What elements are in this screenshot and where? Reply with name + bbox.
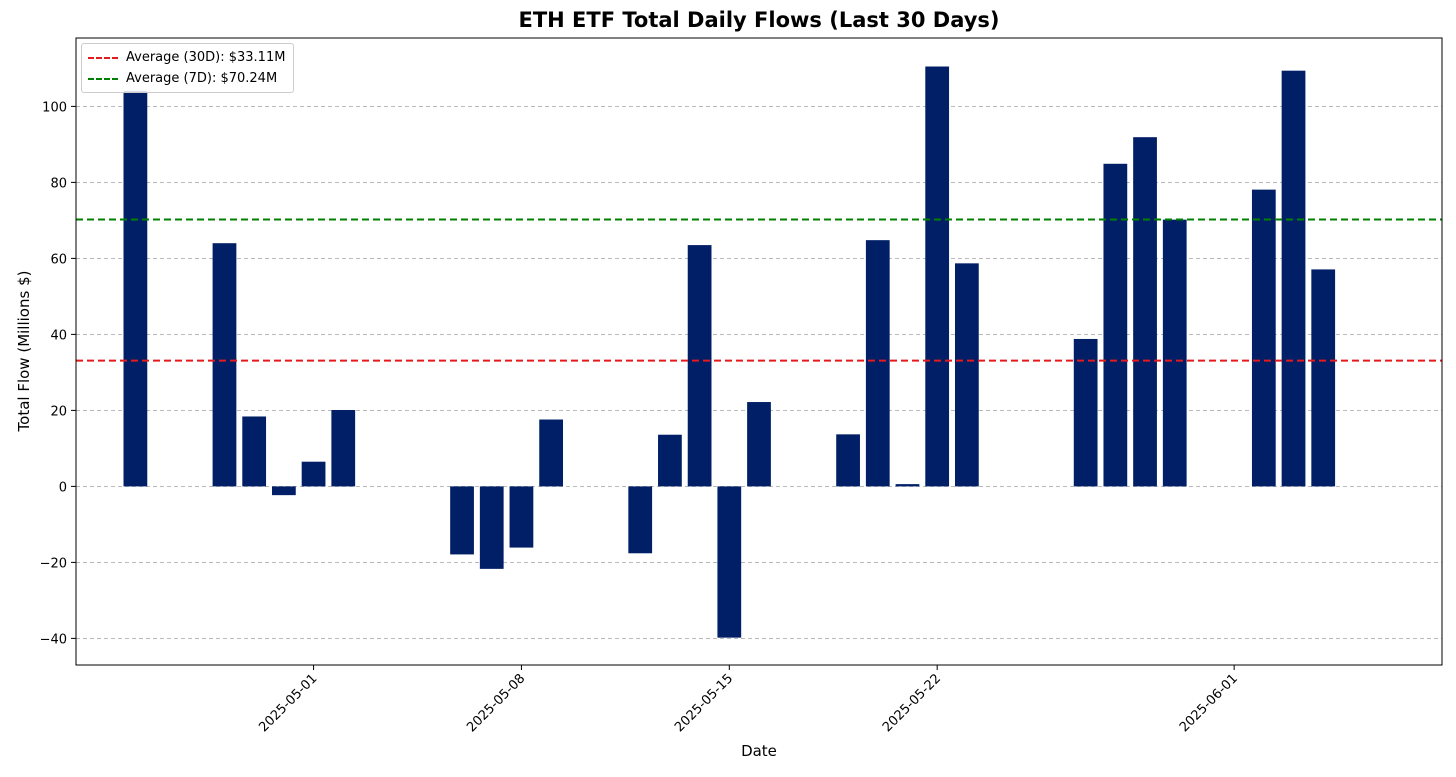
- bar: [1281, 70, 1306, 487]
- legend-entry-30d: Average (30D): $33.11M: [88, 47, 285, 68]
- bar: [954, 263, 979, 487]
- bar: [479, 486, 504, 569]
- bar: [925, 66, 950, 487]
- bar: [212, 243, 237, 487]
- bar: [242, 416, 267, 487]
- reference-lines: [76, 218, 1442, 362]
- bar: [628, 486, 653, 554]
- grid-lines: [76, 105, 1442, 639]
- legend-swatch-7d: [88, 77, 118, 80]
- bar: [1251, 189, 1276, 487]
- y-ticks: −40 −20 0 20 40 60 80 100: [40, 100, 76, 647]
- bar: [1133, 137, 1157, 487]
- bar: [301, 461, 326, 487]
- bars: [123, 66, 1336, 638]
- x-tick-label: 2025-05-01: [256, 671, 320, 735]
- bar: [509, 486, 534, 548]
- legend-label-30d: Average (30D): $33.11M: [126, 50, 286, 65]
- bar: [1162, 219, 1187, 487]
- legend-swatch-30d: [88, 56, 118, 59]
- bar: [123, 90, 148, 487]
- y-tick-label: 100: [42, 100, 67, 115]
- y-tick-label: −40: [40, 632, 67, 647]
- bar: [1103, 163, 1128, 487]
- plot-frame: [75, 37, 1443, 666]
- x-tick-label: 2025-06-01: [1177, 671, 1241, 735]
- bar: [865, 240, 890, 487]
- legend-entry-7d: Average (7D): $70.24M: [88, 68, 285, 89]
- bar: [1073, 338, 1098, 487]
- y-tick-label: 20: [50, 404, 67, 419]
- chart-title: ETH ETF Total Daily Flows (Last 30 Days): [518, 8, 1000, 32]
- y-tick-label: 80: [50, 176, 67, 191]
- bar: [658, 434, 682, 487]
- bar: [539, 419, 564, 487]
- y-tick-label: 60: [50, 252, 67, 267]
- bar: [331, 410, 356, 487]
- bar: [450, 486, 474, 555]
- y-tick-label: 40: [50, 328, 67, 343]
- x-tick-label: 2025-05-15: [672, 671, 736, 735]
- bar: [687, 245, 712, 487]
- bar: [895, 484, 920, 487]
- x-tick-label: 2025-05-22: [880, 671, 944, 735]
- x-axis-label: Date: [741, 742, 777, 760]
- bar: [836, 434, 860, 487]
- bar: [717, 486, 742, 638]
- bar: [271, 486, 296, 496]
- bar: [747, 402, 771, 487]
- bar: [1311, 269, 1336, 487]
- x-ticks: 2025-05-01 2025-05-08 2025-05-15 2025-05-22…: [256, 665, 1241, 735]
- legend-label-7d: Average (7D): $70.24M: [126, 71, 278, 86]
- y-tick-label: 0: [59, 480, 67, 495]
- y-tick-label: −20: [40, 556, 67, 571]
- legend: Average (30D): $33.11M Average (7D): $70…: [81, 43, 295, 93]
- x-tick-label: 2025-05-08: [464, 671, 528, 735]
